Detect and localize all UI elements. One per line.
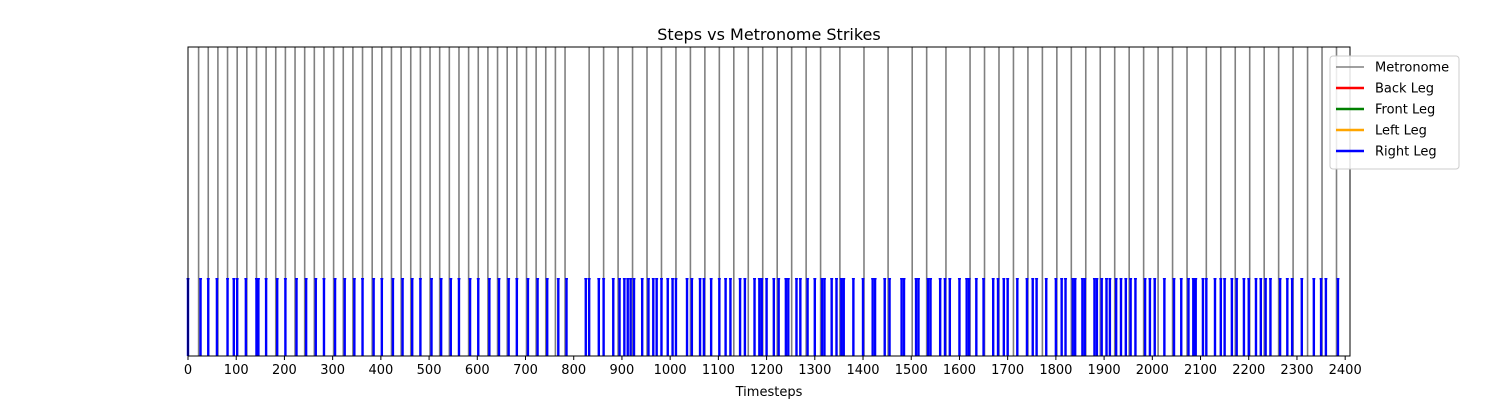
x-tick-label-24: 2400 bbox=[1329, 363, 1362, 378]
legend-label-front-leg: Front Leg bbox=[1375, 103, 1435, 118]
legend-label-left-leg: Left Leg bbox=[1375, 124, 1427, 139]
x-tick-label-21: 2100 bbox=[1184, 363, 1217, 378]
legend-label-right-leg: Right Leg bbox=[1375, 145, 1437, 160]
legend: Metronome Back Leg Front Leg Left Leg Right … bbox=[1329, 55, 1460, 170]
x-tick-label-6: 600 bbox=[465, 363, 490, 378]
x-tick-label-11: 1100 bbox=[702, 363, 735, 378]
x-tick-label-1: 100 bbox=[224, 363, 249, 378]
x-tick-label-14: 1400 bbox=[846, 363, 879, 378]
plot-area bbox=[186, 47, 1340, 356]
x-tick-label-16: 1600 bbox=[943, 363, 976, 378]
chart-title: Steps vs Metronome Strikes bbox=[657, 25, 880, 44]
series-right-leg bbox=[186, 278, 1340, 356]
x-tick-label-18: 1800 bbox=[1039, 363, 1072, 378]
x-tick-label-2: 200 bbox=[272, 363, 297, 378]
x-tick-label-19: 1900 bbox=[1088, 363, 1121, 378]
legend-label-metronome: Metronome bbox=[1375, 61, 1449, 76]
x-tick-label-22: 2200 bbox=[1232, 363, 1265, 378]
x-tick-label-17: 1700 bbox=[991, 363, 1024, 378]
x-tick-label-5: 500 bbox=[417, 363, 442, 378]
x-axis-label: Timesteps bbox=[735, 385, 803, 400]
x-tick-label-15: 1500 bbox=[895, 363, 928, 378]
x-tick-label-0: 0 bbox=[184, 363, 192, 378]
legend-label-back-leg: Back Leg bbox=[1375, 82, 1434, 97]
x-axis-ticks: 0 100 200 300 400 500 600 700 800 900 1000 1100 1200… bbox=[184, 356, 1362, 378]
x-tick-label-4: 400 bbox=[368, 363, 393, 378]
axes-frame bbox=[187, 46, 1351, 357]
x-tick-label-3: 300 bbox=[320, 363, 345, 378]
x-tick-label-20: 2000 bbox=[1136, 363, 1169, 378]
x-tick-label-9: 900 bbox=[610, 363, 635, 378]
x-tick-label-7: 700 bbox=[513, 363, 538, 378]
legend-box bbox=[1329, 55, 1460, 170]
x-tick-label-8: 800 bbox=[561, 363, 586, 378]
x-tick-label-10: 1000 bbox=[654, 363, 687, 378]
x-tick-label-12: 1200 bbox=[750, 363, 783, 378]
x-tick-label-23: 2300 bbox=[1280, 363, 1313, 378]
x-tick-label-13: 1300 bbox=[798, 363, 831, 378]
